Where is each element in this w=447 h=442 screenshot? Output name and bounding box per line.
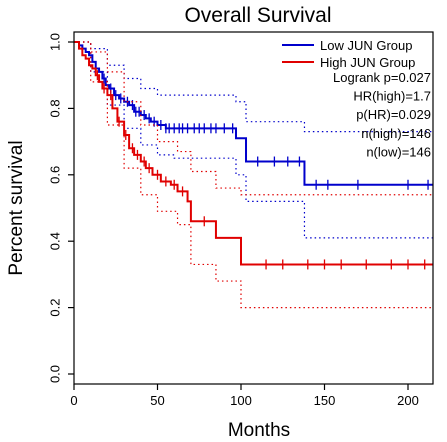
chart-title: Overall Survival (184, 4, 331, 27)
stat-line: n(low)=146 (366, 144, 431, 159)
ci-lower-line (74, 41, 434, 309)
y-tick-label: 0.8 (47, 99, 62, 117)
x-tick-label: 0 (70, 393, 77, 408)
legend-label: High JUN Group (320, 55, 415, 70)
x-tick-label: 100 (230, 393, 252, 408)
y-tick-label: 0.2 (47, 299, 62, 317)
stat-line: n(high)=146 (361, 126, 431, 141)
y-tick-label: 0.6 (47, 166, 62, 184)
series-low (74, 41, 434, 239)
stat-line: p(HR)=0.029 (356, 107, 431, 122)
legend: Low JUN Group High JUN Group (282, 38, 415, 70)
x-axis-title: Months (228, 420, 290, 441)
plot-area (74, 41, 434, 309)
ci-lower-line (74, 41, 434, 239)
x-tick-label: 200 (397, 393, 419, 408)
x-tick-label: 150 (314, 393, 336, 408)
stat-line: Logrank p=0.027 (333, 70, 431, 85)
y-axis-title: Percent survival (6, 140, 27, 275)
y-tick-label: 0.0 (47, 365, 62, 383)
stats-block: Logrank p=0.027 HR(high)=1.7 p(HR)=0.029 n(… (333, 70, 431, 159)
x-tick-label: 50 (150, 393, 164, 408)
y-tick-label: 0.4 (47, 232, 62, 250)
y-tick-label: 1.0 (47, 33, 62, 51)
legend-label: Low JUN Group (320, 38, 412, 53)
survival-line (74, 41, 434, 266)
series-high (74, 41, 434, 309)
plot-frame (73, 31, 434, 385)
axes: 0 50 100 150 200 0.0 0.2 0.4 0.6 0.8 1.0 (47, 31, 434, 408)
stat-line: HR(high)=1.7 (353, 89, 431, 104)
